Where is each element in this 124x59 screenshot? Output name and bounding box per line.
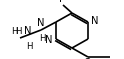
Text: F: F (59, 0, 65, 4)
Text: N: N (37, 18, 45, 28)
Text: H: H (26, 42, 32, 51)
Text: N: N (91, 16, 98, 26)
Text: N: N (46, 35, 53, 45)
Text: H: H (16, 27, 22, 36)
Text: H: H (12, 27, 18, 36)
Text: N: N (24, 26, 31, 36)
Text: O: O (83, 58, 91, 59)
Text: H: H (39, 34, 45, 43)
